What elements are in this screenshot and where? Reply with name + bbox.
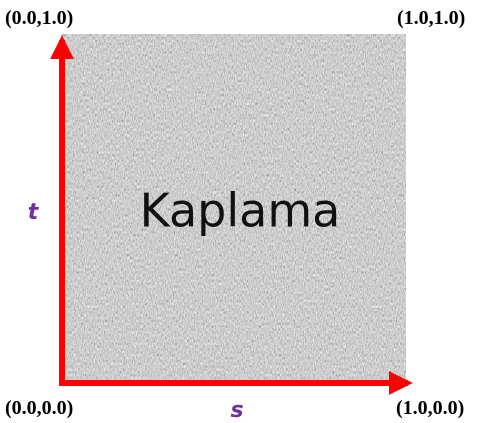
corner-label: (1.0,1.0): [397, 7, 465, 29]
texture-coordinates-diagram: Kaplama (0.0,1.0) (1.0,1.0) (0.0,0.0) (1…: [0, 0, 493, 423]
corner-label: (0.0,0.0): [5, 397, 73, 419]
corner-label: (0.0,1.0): [5, 7, 73, 29]
axis-label: t: [28, 200, 40, 225]
corner-label: (1.0,0.0): [396, 397, 464, 419]
axis-label: s: [230, 398, 243, 423]
texture-label: Kaplama: [140, 184, 341, 238]
